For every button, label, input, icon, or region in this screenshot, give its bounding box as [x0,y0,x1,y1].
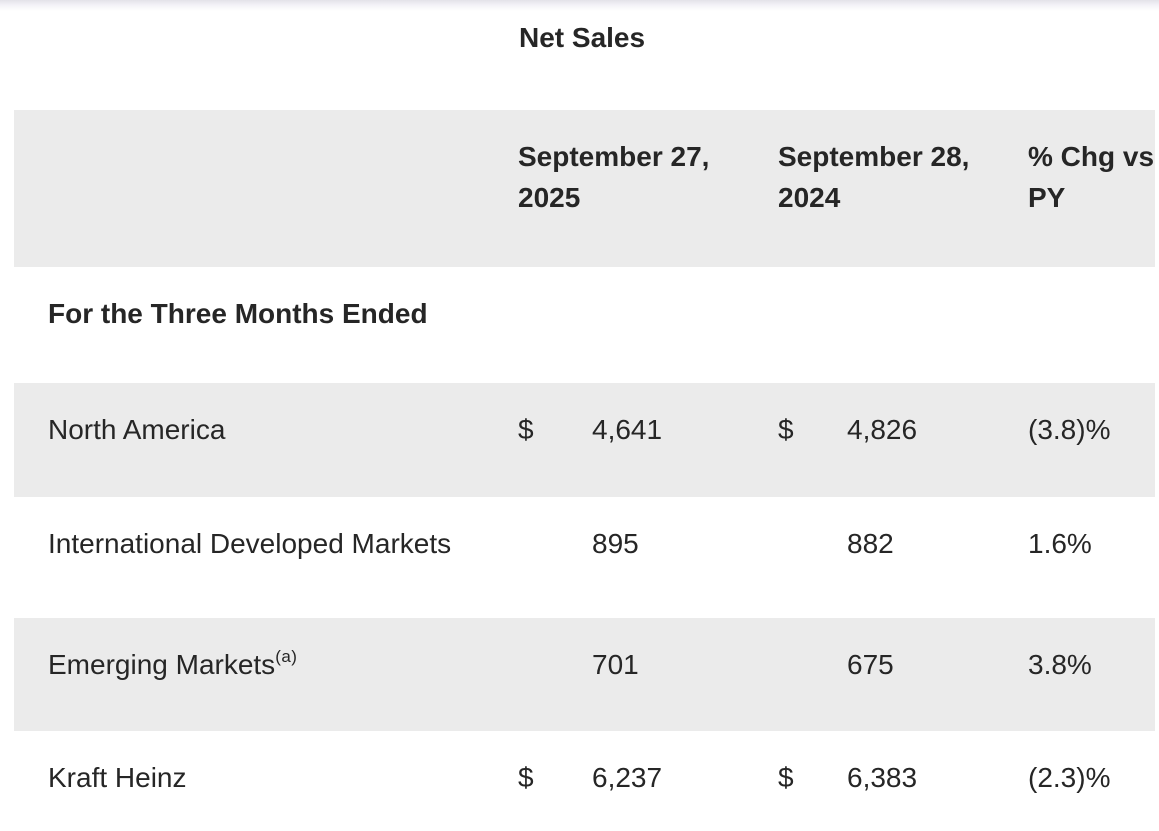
currency-symbol-2025: $ [518,414,534,445]
value-2025: 6,237 [592,762,663,793]
table-row-kraft-heinz-total: Kraft Heinz $ 6,237 $ 6,383 (2.3)% [14,731,1155,831]
net-sales-table: September 27, 2025 September 28, 2024 % … [14,110,1155,831]
column-header-2024: September 28, 2024 [778,141,970,213]
row-label: Kraft Heinz [48,762,187,793]
table-row-north-america: North America $ 4,641 $ 4,826 (3.8)% [14,383,1155,497]
section-header-row: For the Three Months Ended [14,267,1155,383]
value-2025: 701 [592,649,639,680]
table-title: Net Sales [519,22,646,53]
footnote-marker: (a) [275,647,298,666]
title-area: Net Sales [0,0,1159,110]
currency-symbol-2025 [504,497,578,618]
column-header-pct-chg: % Chg vs PY [1028,141,1155,213]
top-edge-shadow [0,0,1159,11]
currency-symbol-2024 [764,497,833,618]
currency-symbol-2024: $ [778,762,794,793]
pct-change: 1.6% [1028,528,1092,559]
row-label: International Developed Markets [48,528,452,559]
table-row-emerging-markets: Emerging Markets(a) 701 675 3.8% [14,618,1155,731]
header-spacer-cell [14,110,504,267]
currency-symbol-2025 [504,618,578,731]
value-2024: 675 [847,649,894,680]
row-label: Emerging Markets(a) [48,647,298,680]
value-2024: 6,383 [847,762,918,793]
currency-symbol-2024: $ [778,414,794,445]
value-2024: 4,826 [847,414,918,445]
table-row-international-developed-markets: International Developed Markets 895 882 … [14,497,1155,618]
pct-change: (3.8)% [1028,414,1111,445]
column-header-2025: September 27, 2025 [518,141,710,213]
currency-symbol-2025: $ [518,762,534,793]
table-header-row: September 27, 2025 September 28, 2024 % … [14,110,1155,267]
pct-change: (2.3)% [1028,762,1111,793]
value-2025: 895 [592,528,639,559]
value-2024: 882 [847,528,894,559]
pct-change: 3.8% [1028,649,1092,680]
value-2025: 4,641 [592,414,663,445]
currency-symbol-2024 [764,618,833,731]
section-label: For the Three Months Ended [48,298,428,329]
row-label: North America [48,414,226,445]
